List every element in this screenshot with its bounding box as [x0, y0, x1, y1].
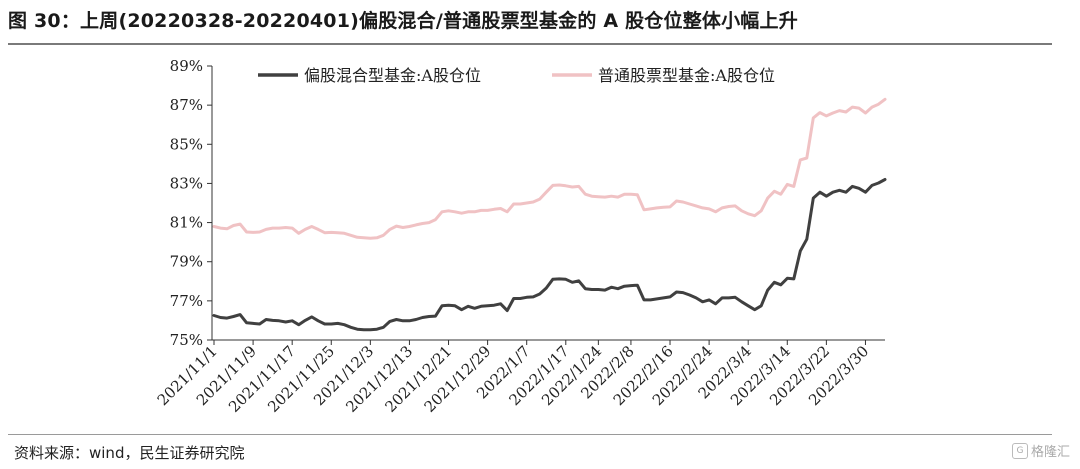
legend-label-2: 普通股票型基金:A股仓位: [598, 66, 775, 85]
series-line-1: [212, 178, 887, 332]
y-tick-label: 77%: [170, 292, 203, 310]
chart-lines: [212, 97, 887, 332]
watermark-logo-icon: G: [1011, 442, 1028, 459]
line-chart: 75%77%79%81%83%85%87%89%2021/11/12021/11…: [154, 57, 887, 416]
y-tick-label: 87%: [170, 96, 203, 114]
y-tick-label: 79%: [170, 253, 203, 271]
source-note: 资料来源：wind，民生证券研究院: [14, 444, 245, 462]
y-tick-label: 83%: [170, 174, 203, 192]
figure-title: 图 30：上周(20220328-20220401)偏股混合/普通股票型基金的 …: [8, 10, 798, 32]
watermark-text: 格隆汇: [1030, 445, 1070, 460]
legend-label-1: 偏股混合型基金:A股仓位: [304, 66, 481, 85]
y-tick-label: 75%: [170, 331, 203, 349]
y-tick-label: 85%: [170, 135, 203, 153]
chart-axes: 75%77%79%81%83%85%87%89%2021/11/12021/11…: [154, 57, 885, 416]
chart-legend: 偏股混合型基金:A股仓位 普通股票型基金:A股仓位: [258, 66, 775, 85]
y-tick-label: 81%: [170, 214, 203, 232]
series-line-2: [212, 97, 887, 240]
top-rule: [8, 43, 1052, 45]
watermark: G 格隆汇: [1011, 441, 1070, 460]
y-tick-label: 89%: [170, 57, 203, 75]
bottom-rule: [8, 434, 1052, 435]
